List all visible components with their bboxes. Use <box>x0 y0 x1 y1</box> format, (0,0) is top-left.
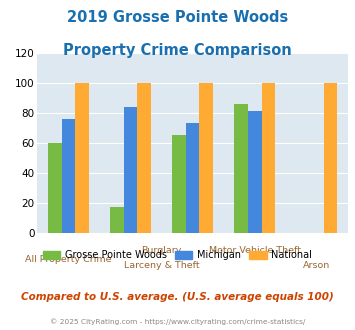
Bar <box>262 83 275 233</box>
Legend: Grosse Pointe Woods, Michigan, National: Grosse Pointe Woods, Michigan, National <box>39 246 316 264</box>
Bar <box>124 107 137 233</box>
Bar <box>110 207 124 233</box>
Bar <box>186 123 200 233</box>
Bar <box>48 143 61 233</box>
Bar <box>200 83 213 233</box>
Text: © 2025 CityRating.com - https://www.cityrating.com/crime-statistics/: © 2025 CityRating.com - https://www.city… <box>50 318 305 325</box>
Text: Burglary: Burglary <box>141 246 182 255</box>
Text: Arson: Arson <box>303 261 331 270</box>
Bar <box>234 104 248 233</box>
Text: Larceny & Theft: Larceny & Theft <box>124 261 200 270</box>
Bar <box>324 83 337 233</box>
Bar <box>75 83 89 233</box>
Text: 2019 Grosse Pointe Woods: 2019 Grosse Pointe Woods <box>67 10 288 25</box>
Text: Compared to U.S. average. (U.S. average equals 100): Compared to U.S. average. (U.S. average … <box>21 292 334 302</box>
Text: Motor Vehicle Theft: Motor Vehicle Theft <box>209 246 301 255</box>
Text: Property Crime Comparison: Property Crime Comparison <box>63 43 292 58</box>
Bar <box>137 83 151 233</box>
Bar <box>248 111 262 233</box>
Bar <box>172 135 186 233</box>
Text: All Property Crime: All Property Crime <box>25 255 111 264</box>
Bar <box>61 119 75 233</box>
